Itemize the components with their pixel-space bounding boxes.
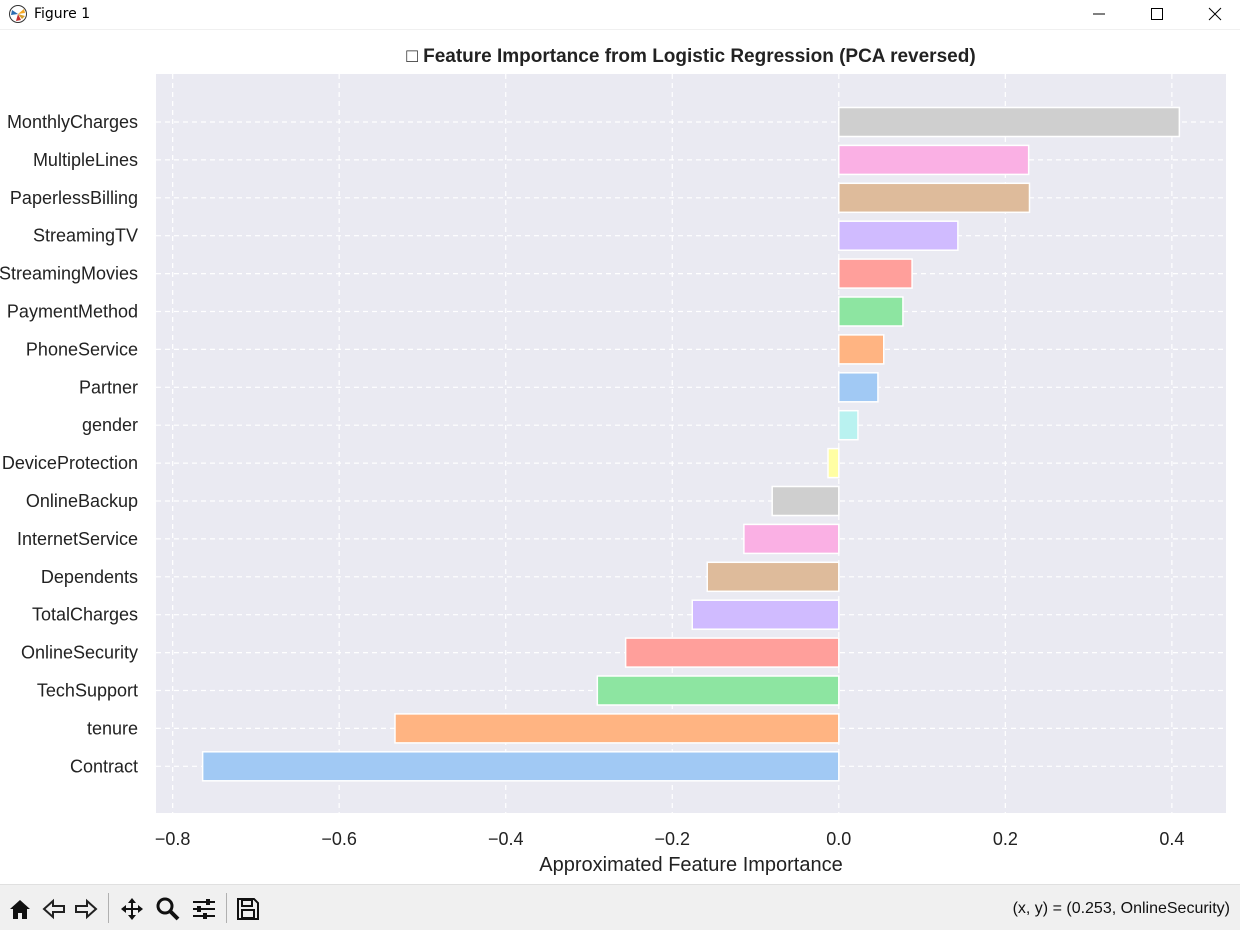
x-tick-label: 0.2 (993, 829, 1018, 849)
x-tick-label: −0.4 (488, 829, 524, 849)
bar-totalcharges (691, 599, 840, 630)
bar-tenure (394, 713, 840, 744)
close-button[interactable] (1192, 0, 1238, 29)
window-title: Figure 1 (34, 6, 91, 22)
bar-paymentmethod (838, 296, 904, 327)
y-tick-label: InternetService (17, 529, 138, 549)
bar-dependents (706, 561, 840, 593)
bar-internetservice (743, 523, 840, 555)
configure-icon (193, 899, 215, 919)
bar-onlinesecurity (624, 637, 840, 668)
minimize-icon (1093, 13, 1105, 15)
y-tick-label: MultipleLines (33, 150, 138, 170)
bar-paperlessbilling (838, 182, 1031, 214)
back-button[interactable] (38, 895, 68, 923)
forward-icon (75, 898, 98, 920)
bar-monthlycharges (838, 106, 1181, 138)
bar-partner (838, 372, 879, 403)
chart-title: □ Feature Importance from Logistic Regre… (406, 46, 975, 67)
maximize-icon (1151, 8, 1163, 20)
x-tick-label: −0.8 (155, 829, 191, 849)
y-tick-label: gender (82, 415, 138, 435)
y-tick-label: Contract (70, 756, 138, 776)
y-tick-label: PaperlessBilling (10, 188, 138, 208)
maximize-button[interactable] (1134, 0, 1180, 29)
pan-button[interactable] (116, 895, 146, 923)
window-titlebar: Figure 1 (0, 0, 1240, 30)
y-tick-label: StreamingTV (33, 226, 138, 246)
bar-gender (838, 409, 859, 441)
toolbar-separator (226, 893, 227, 923)
back-icon (42, 898, 65, 920)
bar-streamingtv (838, 220, 959, 251)
cursor-coordinates: (x, y) = (0.253, OnlineSecurity) (1012, 900, 1230, 917)
y-tick-label: OnlineBackup (26, 491, 138, 511)
y-tick-label: Partner (79, 377, 138, 397)
home-button[interactable] (4, 895, 34, 923)
y-tick-label: PaymentMethod (7, 302, 138, 322)
configure-button[interactable] (188, 895, 218, 923)
y-tick-label: TechSupport (37, 681, 138, 701)
y-tick-label: MonthlyCharges (7, 112, 138, 132)
y-tick-label: StreamingMovies (0, 264, 138, 284)
y-tick-label: PhoneService (26, 339, 138, 359)
x-tick-label: 0.0 (826, 829, 851, 849)
zoom-button[interactable] (152, 895, 182, 923)
bar-chart: MonthlyCharges MultipleLines PaperlessBill… (0, 46, 1226, 876)
bar-multiplelines (838, 144, 1030, 176)
matplotlib-icon (8, 4, 28, 24)
y-tick-label: OnlineSecurity (21, 643, 138, 663)
bar-streamingmovies (838, 258, 913, 289)
bar-deviceprotection (827, 447, 840, 479)
home-icon (10, 900, 30, 919)
x-tick-label: −0.6 (321, 829, 357, 849)
y-tick-label: tenure (87, 718, 138, 738)
x-axis-label: Approximated Feature Importance (539, 854, 843, 876)
bar-contract (201, 751, 840, 782)
x-tick-label: −0.2 (654, 829, 690, 849)
minimize-button[interactable] (1076, 0, 1122, 29)
y-tick-label: DeviceProtection (2, 453, 138, 473)
navigation-toolbar: (x, y) = (0.253, OnlineSecurity) (0, 884, 1240, 930)
figure-canvas[interactable]: MonthlyCharges MultipleLines PaperlessBill… (0, 30, 1240, 884)
pan-icon (121, 898, 143, 920)
x-tick-label: 0.4 (1159, 829, 1184, 849)
zoom-icon (156, 897, 180, 921)
bar-phoneservice (838, 334, 885, 365)
save-icon (237, 898, 259, 920)
bar-techsupport (596, 675, 840, 706)
toolbar-separator (108, 893, 109, 923)
y-tick-label: TotalCharges (32, 605, 138, 625)
forward-button[interactable] (70, 895, 100, 923)
bar-onlinebackup (771, 485, 840, 517)
close-icon (1208, 7, 1222, 21)
save-button[interactable] (232, 895, 262, 923)
y-tick-label: Dependents (41, 567, 138, 587)
